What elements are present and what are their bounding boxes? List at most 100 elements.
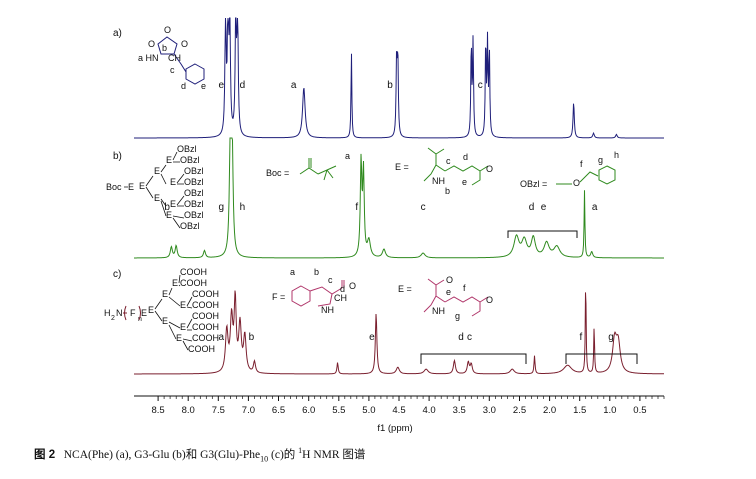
dendron-c-e-5: E [162,289,168,299]
peak-label-c-2: e [369,332,375,343]
f-d: d [340,284,345,294]
x-tick-label-12: 2.5 [513,405,526,416]
x-tick-label-5: 6.0 [302,405,315,416]
e-label-b: E = [395,162,409,172]
atom-o2: O [164,25,171,35]
spectrum-trace-b [134,137,664,259]
peak-label-c-3: d [458,332,464,343]
atom-b: b [162,43,167,53]
peak-label-a-2: a [291,80,297,91]
dendron-c-end-2: COOH [180,278,207,288]
peak-label-a-3: b [387,80,393,91]
obzl-structure: OBzl = f O g h [520,150,619,189]
bracket-c-dc [420,353,527,364]
dendron-c-e-7: E [148,305,154,315]
x-tick-label-2: 7.5 [212,405,225,416]
x-tick-label-4: 6.5 [272,405,285,416]
dendron-c-e-1: E [172,278,178,288]
e-f-c: f [463,283,466,293]
atom-c: c [170,65,175,75]
x-tick-label-16: 0.5 [633,405,646,416]
x-axis-label: f1 (ppm) [377,423,412,434]
x-tick-label-0: 8.5 [151,405,164,416]
obzl-label: OBzl = [520,179,547,189]
peak-label-b-0: b [164,202,170,213]
e-e-c: e [446,287,451,297]
dendron-b-e-7: E [139,181,145,191]
f-structure: F = a b c d CH NH O [272,267,356,315]
boc-letter: a [345,151,350,161]
f-c: c [328,275,333,285]
caption-post: H NMR 图谱 [302,449,366,461]
dendron-b-end-5: OBzl [184,188,204,198]
caption-pre: NCA(Phe) (a), G3-Glu (b)和 G3(Glu)-Phe [63,449,261,461]
peak-label-b-5: d [529,202,535,213]
peak-label-c-5: f [580,332,583,343]
peak-label-b-3: f [355,202,358,213]
structure-a-text: O O O a HN b CH c d e [138,25,206,91]
e-o2-c: O [486,295,493,305]
e-bonds-c [423,278,489,317]
e-c-b: c [446,156,451,166]
dendron-b-end-6: OBzl [184,199,204,209]
x-tick-label-11: 3.0 [483,405,496,416]
obzl-f: f [580,159,583,169]
boc-bonds [299,158,337,181]
atom-hn: a HN [138,53,159,63]
nca-ring [157,36,178,55]
f-nh: NH [321,305,334,315]
f-bonds [309,280,345,307]
x-axis: 8.5 8.0 7.5 7.0 6.5 6.0 5.5 5.0 4.5 4.0 3.5 3.0 2.5 2… [134,395,665,434]
obzl-o: O [573,178,580,188]
structure-c-bonds [154,274,193,351]
caption-sub: 10 [260,454,269,464]
head-sub-n: n [138,316,142,323]
integration-brackets [420,230,638,364]
peak-labels: e d a b cb g h f c d e aa b e d c f g [164,80,613,343]
dendron-b-e-5: E [154,166,160,176]
spectrum-trace-c [134,290,664,375]
peak-label-c-1: b [249,332,255,343]
dendron-b-boc: Boc [106,182,122,192]
peak-label-b-4: c [421,202,426,213]
bracket-c-fg [565,353,638,364]
head-n: N [116,308,123,318]
atom-o3: O [181,39,188,49]
x-tick-label-7: 5.0 [362,405,375,416]
dendron-c-e-4: E [176,333,182,343]
caption-mid: (c)的 [268,449,299,461]
structure-c-dendron: COOH COOH COOH COOH COOH COOH COOH COOH … [148,267,219,354]
dendron-b-end-7: OBzl [184,210,204,220]
dendron-b-end-2: OBzl [180,155,200,165]
peak-label-b-2: h [240,202,246,213]
dendron-c-end-5: COOH [192,311,219,321]
boc-label: Boc = [266,168,289,178]
atom-d: d [181,81,186,91]
e-structure-b: E = c d NH b e O [395,147,493,196]
dendron-c-e-2: E [180,300,186,310]
e-g-c: g [455,311,460,321]
peak-label-c-4: c [467,332,472,343]
atom-o1: O [148,39,155,49]
x-tick-label-6: 5.5 [332,405,345,416]
e-label-c: E = [398,284,412,294]
structure-b-bonds [124,151,185,229]
x-tick-label-9: 4.0 [422,405,435,416]
dendron-b-end-8: OBzl [180,221,200,231]
e-nh-b: NH [432,176,445,186]
dendron-c-end-3: COOH [192,289,219,299]
dendron-c-end-8: COOH [188,344,215,354]
panel-label-b: b) [113,151,122,162]
e-o1-c: O [446,275,453,285]
e-bonds-b [423,147,489,186]
panel-label-a: a) [113,28,122,39]
x-tick-label-13: 2.0 [543,405,556,416]
e-b-b: b [445,186,450,196]
x-tick-label-1: 8.0 [182,405,195,416]
e-e-b: e [462,177,467,187]
e-nh-c: NH [432,306,445,316]
obzl-h: h [614,150,619,160]
e-d-b: d [463,152,468,162]
peak-label-b-1: g [219,202,225,213]
